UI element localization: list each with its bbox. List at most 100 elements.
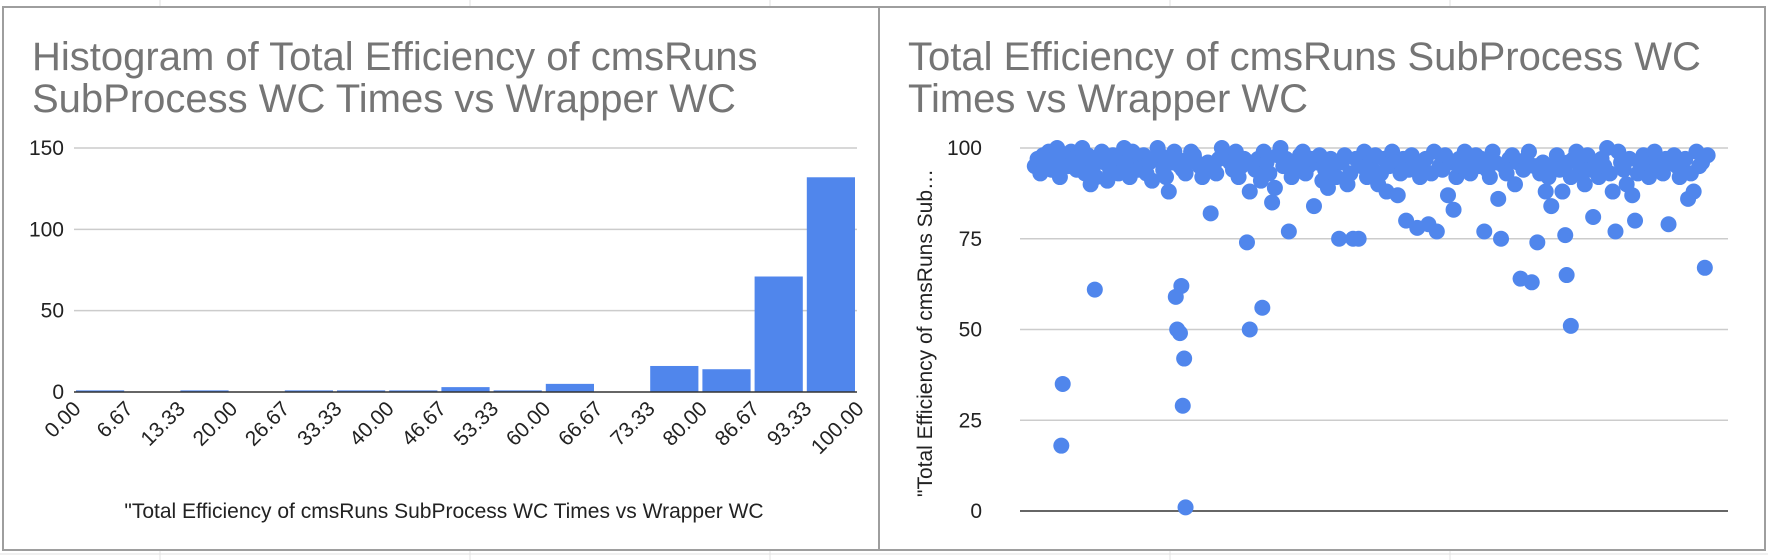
scatter-chart: 0 25 50 75 100 "Total Efficiency of cmsRuns S…	[914, 137, 1728, 523]
scatter-point[interactable]	[1241, 183, 1258, 200]
histogram-bar[interactable]	[702, 369, 751, 392]
y-tick-label: 50	[41, 300, 64, 323]
x-tick-label: 6.67	[93, 397, 138, 442]
chart-title: Total Efficiency of cmsRuns SubProcess W…	[908, 35, 1701, 121]
scatter-point[interactable]	[1238, 234, 1255, 251]
scatter-point[interactable]	[1264, 194, 1281, 211]
scatter-point[interactable]	[1389, 187, 1406, 204]
scatter-point[interactable]	[1562, 317, 1579, 334]
histogram-bar[interactable]	[650, 365, 699, 392]
scatter-point[interactable]	[1558, 267, 1575, 284]
histogram-bar[interactable]	[180, 390, 229, 392]
scatter-point[interactable]	[1520, 143, 1537, 160]
x-tick-label: 80.00	[659, 397, 712, 450]
x-tick-label: 20.00	[189, 397, 242, 450]
scatter-point[interactable]	[1176, 350, 1193, 367]
y-tick-label: 75	[959, 228, 982, 251]
scatter-point[interactable]	[1604, 183, 1621, 200]
scatter-point[interactable]	[1481, 169, 1498, 186]
scatter-point[interactable]	[1627, 212, 1644, 229]
x-tick-label: 66.67	[554, 397, 607, 450]
scatter-point[interactable]	[1696, 259, 1713, 276]
scatter-point[interactable]	[1428, 223, 1445, 240]
scatter-point[interactable]	[1476, 223, 1493, 240]
histogram-bar[interactable]	[76, 390, 125, 392]
scatter-point[interactable]	[1498, 165, 1515, 182]
scatter-point[interactable]	[1585, 208, 1602, 225]
y-tick-label: 25	[959, 409, 982, 432]
scatter-point[interactable]	[1319, 179, 1336, 196]
scatter-point[interactable]	[1445, 201, 1462, 218]
scatter-point[interactable]	[1331, 230, 1348, 247]
scatter-point[interactable]	[1173, 277, 1190, 294]
scatter-point[interactable]	[1493, 230, 1510, 247]
scatter-point[interactable]	[1654, 165, 1671, 182]
histogram-bar[interactable]	[441, 387, 490, 392]
x-tick-label: 60.00	[502, 397, 555, 450]
y-tick-label: 100	[29, 218, 64, 241]
scatter-point[interactable]	[1601, 165, 1618, 182]
histogram-chart-panel[interactable]: Histogram of Total Efficiency of cmsRuns…	[2, 6, 880, 551]
scatter-point[interactable]	[1490, 190, 1507, 207]
y-tick-label: 150	[29, 137, 64, 160]
scatter-point[interactable]	[1241, 321, 1258, 338]
histogram-bar[interactable]	[493, 390, 542, 392]
scatter-point[interactable]	[1171, 325, 1188, 342]
scatter-point[interactable]	[1660, 216, 1677, 233]
histogram-bar[interactable]	[284, 390, 333, 392]
scatter-point[interactable]	[1543, 198, 1560, 215]
scatter-point[interactable]	[1350, 230, 1367, 247]
scatter-point[interactable]	[1439, 187, 1456, 204]
scatter-point[interactable]	[1529, 234, 1546, 251]
x-tick-label: 26.67	[241, 397, 294, 450]
x-tick-label: 33.33	[293, 397, 346, 450]
scatter-point[interactable]	[1158, 169, 1175, 186]
histogram-bar[interactable]	[545, 383, 594, 392]
scatter-point[interactable]	[1576, 176, 1593, 193]
y-tick-label: 50	[959, 319, 982, 342]
x-tick-label: 100.00	[807, 397, 869, 459]
scatter-point[interactable]	[1554, 183, 1571, 200]
histogram-bar[interactable]	[389, 390, 438, 392]
x-tick-label: 73.33	[606, 397, 659, 450]
scatter-point[interactable]	[1053, 437, 1070, 454]
x-tick-label: 53.33	[450, 397, 503, 450]
histogram-bar[interactable]	[754, 276, 803, 392]
scatter-point[interactable]	[1506, 176, 1523, 193]
scatter-point[interactable]	[1557, 227, 1574, 244]
scatter-point[interactable]	[1280, 223, 1297, 240]
histogram-bar[interactable]	[337, 390, 386, 392]
scatter-point[interactable]	[1685, 183, 1702, 200]
scatter-point[interactable]	[1177, 165, 1194, 182]
scatter-point[interactable]	[1174, 397, 1191, 414]
scatter-point[interactable]	[1254, 299, 1271, 316]
scatter-point[interactable]	[1607, 223, 1624, 240]
scatter-point[interactable]	[1160, 183, 1177, 200]
scatter-point[interactable]	[1261, 165, 1278, 182]
scatter-point[interactable]	[1624, 187, 1641, 204]
scatter-point[interactable]	[1144, 172, 1161, 189]
y-tick-label: 100	[947, 137, 982, 160]
scatter-point[interactable]	[1208, 165, 1225, 182]
chart-title: Histogram of Total Efficiency of cmsRuns…	[32, 35, 758, 121]
histogram-bar[interactable]	[806, 177, 855, 392]
scatter-point[interactable]	[1699, 147, 1716, 164]
scatter-point[interactable]	[1305, 198, 1322, 215]
scatter-chart-panel[interactable]: Total Efficiency of cmsRuns SubProcess W…	[878, 6, 1766, 551]
y-tick-label: 0	[970, 500, 982, 523]
scatter-point[interactable]	[1086, 281, 1103, 298]
scatter-point[interactable]	[1202, 205, 1219, 222]
y-tick-label: 0	[52, 381, 64, 404]
x-tick-label: 40.00	[345, 397, 398, 450]
scatter-point[interactable]	[1177, 499, 1194, 516]
x-tick-label: 86.67	[711, 397, 764, 450]
scatter-point[interactable]	[1266, 179, 1283, 196]
x-axis-label: "Total Efficiency of cmsRuns SubProcess …	[124, 500, 763, 523]
scatter-point[interactable]	[1054, 375, 1071, 392]
scatter-point[interactable]	[1523, 274, 1540, 291]
histogram-chart: 0 50 100 150 0.00 6.6713.3320.0026.6733.3340.…	[29, 137, 869, 523]
scatter-point[interactable]	[1537, 183, 1554, 200]
x-tick-label: 46.67	[398, 397, 451, 450]
scatter-point[interactable]	[1051, 169, 1068, 186]
x-tick-label: 0.00	[40, 397, 85, 442]
